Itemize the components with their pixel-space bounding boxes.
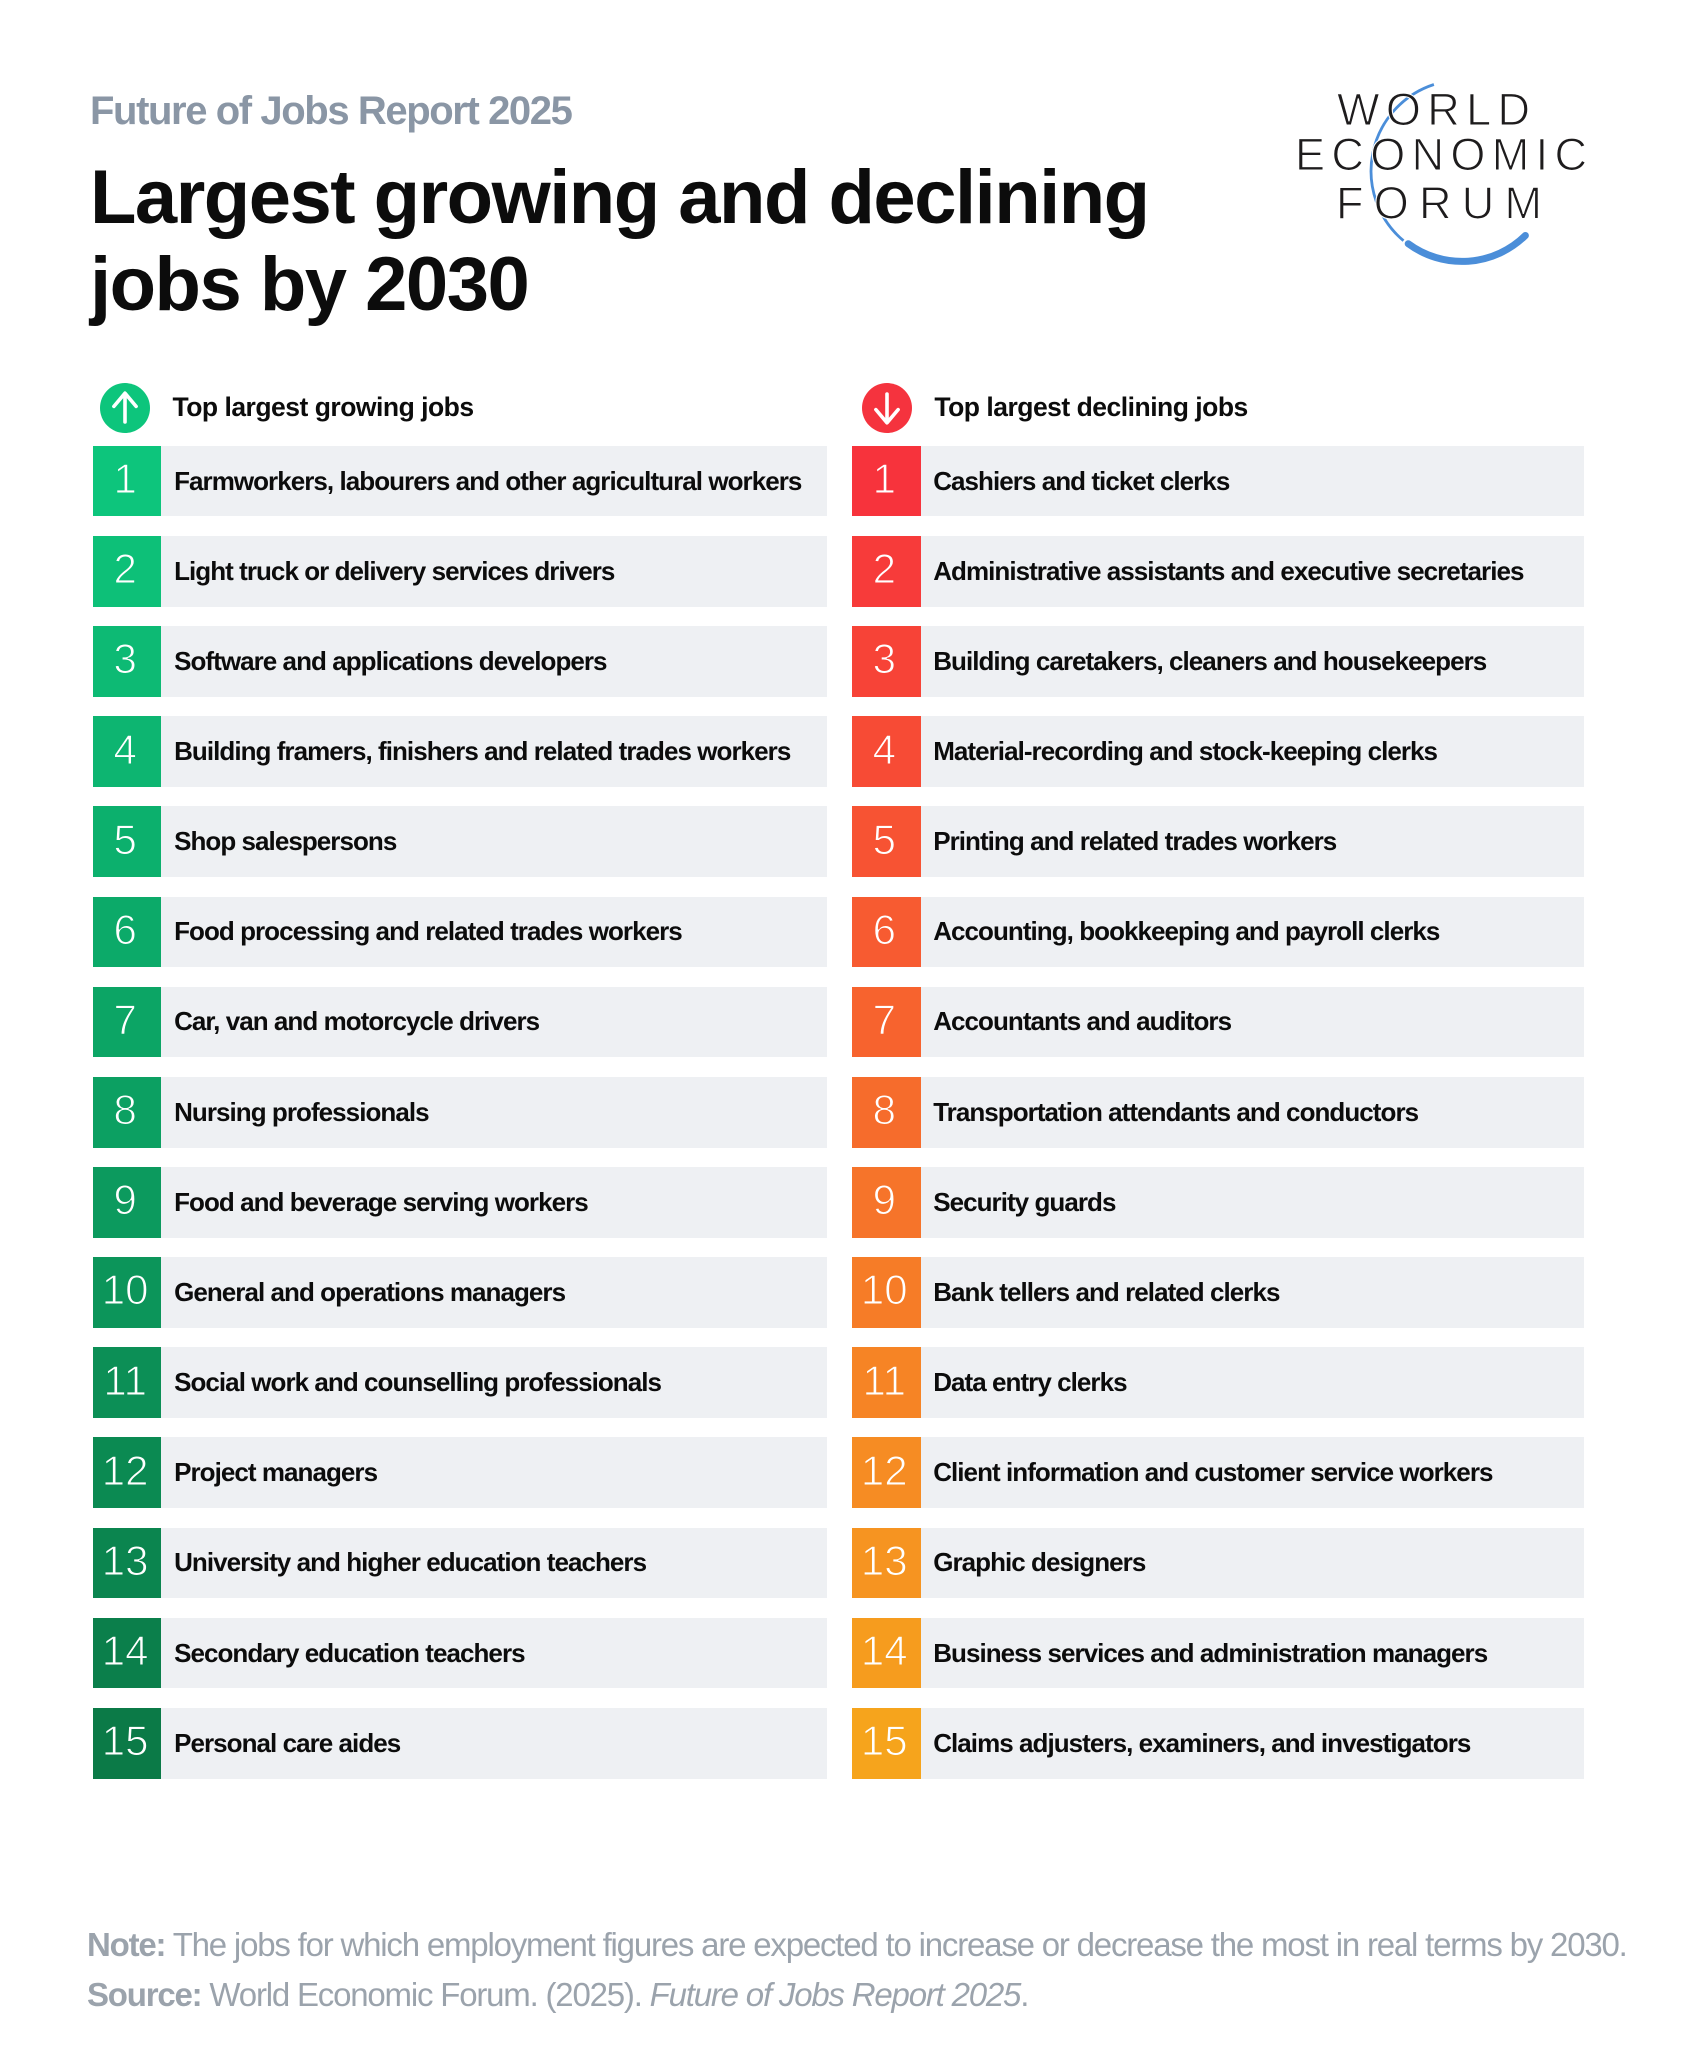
svg-text:FORUM: FORUM bbox=[1336, 178, 1542, 229]
svg-text:ECONOMIC: ECONOMIC bbox=[1295, 129, 1587, 180]
svg-text:WORLD: WORLD bbox=[1337, 84, 1530, 135]
